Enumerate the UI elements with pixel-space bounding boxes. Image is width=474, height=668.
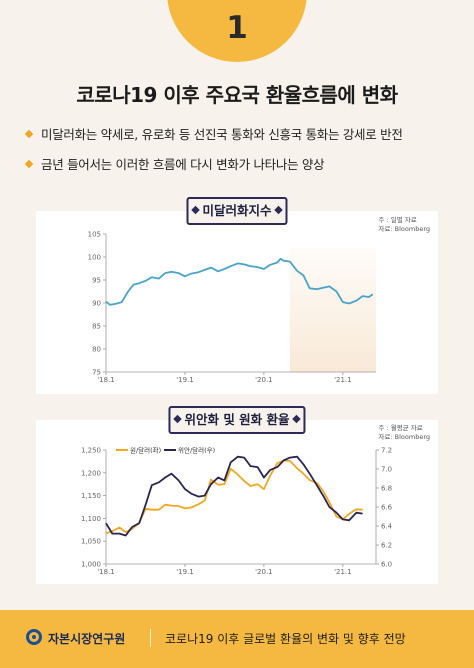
covid-period-shade [289,248,376,372]
right-y-tick-label: 6.2 [381,542,392,550]
left-y-tick-label: 1,000 [81,561,101,569]
kcmi-logo-icon [26,629,42,645]
y-tick-label: 80 [92,346,101,354]
x-tick-label: '21.1 [334,568,352,576]
bullet-item: 금년 들어서는 이러한 흐름에 다시 변화가 나타나는 양상 [24,154,464,173]
bullet-text: 금년 들어서는 이러한 흐름에 다시 변화가 나타나는 양상 [41,157,325,172]
dollar-index-chart: 105 100 95 90 85 80 75'18.1 '19.1 '20.1 '21.1 [88,231,376,384]
x-tick-label: '19.1 [176,568,194,576]
organization-name: 자본시장연구원 [48,632,126,646]
right-y-tick-label: 6.4 [381,523,393,531]
diamond-bullet-icon [24,129,34,138]
left-y-tick-label: 1,200 [81,469,101,477]
dollar-index-series-line [105,257,374,306]
diamond-bullet-icon [24,159,34,168]
x-tick-label: '20.1 [255,568,273,576]
chart-title: 위안화 및 원화 환율 [168,406,306,434]
dollar-index-chart-card: 105 100 95 90 85 80 75'18.1 '19.1 '20.1 '21.1 미달러… [36,197,438,394]
krw-usd-series-line [105,459,363,535]
page-number: 1 [226,10,248,46]
x-tick-label: '18.1 [97,376,115,384]
footer: 자본시장연구원 코로나19 이후 글로벌 환율의 변화 및 향후 전망 [0,610,474,668]
y-tick-label: 75 [92,369,101,377]
chart-source-line: 자료: Bloomberg [378,433,430,441]
right-y-tick-label: 6.8 [381,485,392,493]
cny-krw-chart: 1,250 1,200 1,150 1,100 1,050 1,000 7.2 7.0 6.8 6… [81,446,393,577]
page-title: 코로나19 이후 주요국 환율흐름에 변화 [76,83,398,107]
y-tick-label: 95 [92,277,101,285]
left-y-tick-label: 1,100 [81,515,101,523]
chart-source-line: 자료: Bloomberg [378,225,430,233]
x-tick-label: '18.1 [97,568,115,576]
bullet-list: 미달러화는 약세로, 유로화 등 선진국 통화와 신흥국 통화는 강세로 반전 … [24,124,464,184]
chart-note: 주 : 월평균 자료 자료: Bloomberg [378,424,430,442]
cny-usd-series-line [105,455,363,537]
right-y-tick-label: 6.6 [381,504,393,512]
x-tick-label: '21.1 [334,376,352,384]
y-tick-label: 85 [92,323,101,331]
bullet-item: 미달러화는 약세로, 유로화 등 선진국 통화와 신흥국 통화는 강세로 반전 [24,124,464,143]
y-tick-label: 90 [92,300,101,308]
x-tick-label: '20.1 [255,376,273,384]
chart-note-line: 주 : 월평균 자료 [378,424,423,432]
report-title: 코로나19 이후 글로벌 환율의 변화 및 향후 전망 [165,632,406,646]
left-y-tick-label: 1,150 [81,492,101,500]
y-tick-label: 100 [88,254,101,262]
right-y-tick-label: 7.2 [381,447,392,455]
y-tick-label: 105 [88,231,101,239]
chart-note-line: 주 : 일별 자료 [378,216,417,224]
bullet-text: 미달러화는 약세로, 유로화 등 선진국 통화와 신흥국 통화는 강세로 반전 [41,127,403,142]
right-y-tick-label: 7.0 [381,466,392,474]
x-tick-label: '19.1 [176,376,194,384]
legend-label: 위안/달러(우) [178,446,215,455]
left-y-tick-label: 1,050 [81,538,101,546]
left-y-tick-label: 1,250 [81,447,101,455]
fx-rate-chart-card: 1,250 1,200 1,150 1,100 1,050 1,000 7.2 7.0 6.8 6… [36,406,438,584]
legend-label: 원/달러(좌) [130,446,161,455]
right-y-tick-label: 6.0 [381,561,392,569]
chart-note: 주 : 일별 자료 자료: Bloomberg [378,216,430,234]
page-number-badge: 1 [167,0,307,62]
chart-title: 미달러화지수 [186,197,288,225]
footer-divider [150,629,151,647]
